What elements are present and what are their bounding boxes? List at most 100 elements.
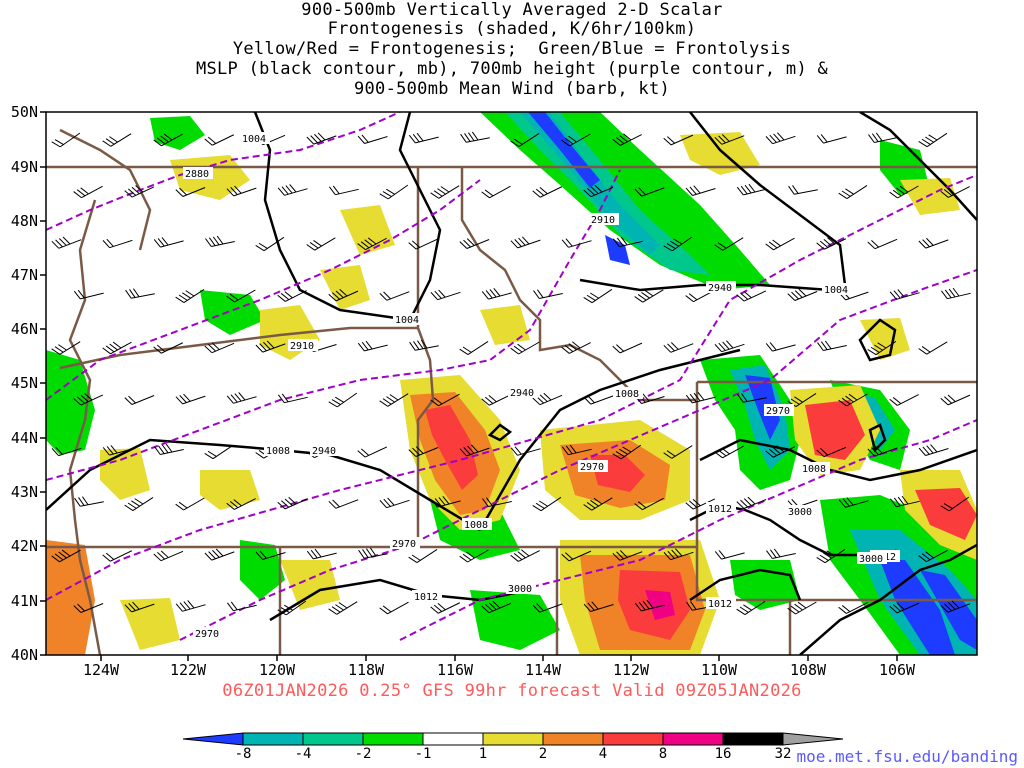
wind-barb	[583, 288, 613, 304]
wind-barb	[73, 185, 103, 199]
wind-barb	[634, 187, 665, 197]
wind-barb	[663, 445, 693, 459]
wind-barb	[918, 237, 949, 249]
wind-barb	[737, 393, 767, 403]
wind-barb	[714, 550, 745, 560]
wind-barb	[379, 291, 410, 301]
wind-barb	[430, 289, 461, 301]
wind-barb	[481, 288, 512, 300]
credit-link[interactable]: moe.met.fsu.edu/banding	[796, 747, 1018, 766]
border-id-mt	[460, 167, 697, 402]
wind-barb	[73, 289, 104, 300]
wind-barb	[51, 132, 81, 148]
wind-barb	[124, 601, 155, 613]
wind-barb	[663, 548, 694, 561]
wind-barb	[889, 289, 920, 300]
wind-barb	[816, 548, 846, 564]
height-label: 2940	[312, 446, 336, 457]
colorbar-bin	[662, 732, 724, 746]
wind-barb	[867, 340, 897, 356]
wind-barb	[379, 601, 409, 615]
colorbar-label: 4	[598, 746, 608, 762]
colorbar-label: 1	[478, 746, 488, 762]
colorbar-arrow-low	[182, 732, 244, 746]
wind-barb	[714, 237, 744, 251]
wind-barb	[175, 187, 206, 197]
lon-label: 106W	[878, 661, 916, 679]
shade-frontogenesis	[680, 132, 760, 175]
wind-barb	[277, 497, 308, 510]
wind-barb	[736, 601, 766, 615]
mslp-label: 1008	[464, 520, 488, 531]
wind-barb	[532, 496, 562, 512]
height-contour	[179, 269, 977, 641]
lat-label: 50N	[10, 103, 38, 121]
wind-barb	[408, 549, 438, 563]
axis-ticks	[40, 111, 898, 661]
height-label: 2970	[392, 539, 416, 550]
wind-barb	[510, 446, 541, 456]
shade-frontolysis	[240, 540, 285, 600]
wind-barb	[532, 186, 563, 198]
wind-barb	[918, 132, 948, 148]
wind-barb	[357, 237, 387, 251]
wind-barb	[102, 445, 133, 456]
wind-barb	[940, 287, 971, 300]
wind-barb	[634, 289, 664, 303]
wind-barb	[918, 444, 949, 456]
wind-barb	[765, 237, 795, 251]
wind-barb	[816, 237, 847, 250]
wind-barb	[175, 289, 205, 303]
wind-barb	[226, 392, 257, 404]
height-contour	[46, 179, 481, 401]
wind-barb	[510, 341, 540, 355]
wind-barb	[510, 133, 540, 147]
wind-barb	[612, 342, 643, 354]
forecast-valid-line: 06Z01JAN2026 0.25° GFS 99hr forecast Val…	[222, 681, 802, 701]
shade-frontogenesis	[805, 400, 865, 460]
mslp-label: 1004	[824, 285, 848, 296]
contour-labels: 1004 1004 1004 1008 1008 1008 1008 1012 …	[183, 132, 900, 640]
wind-barb	[409, 339, 439, 351]
wind-barb	[561, 133, 591, 147]
height-contour	[46, 169, 621, 481]
wind-barb	[125, 288, 155, 299]
mslp-labels: 1004 1004 1004 1008 1008 1008 1008 1012 …	[240, 132, 900, 610]
wind-barb	[787, 601, 817, 615]
wind-barb	[736, 496, 767, 509]
wind-barb	[868, 132, 898, 143]
wind-barb	[481, 394, 512, 406]
wind-barb	[612, 550, 643, 561]
wind-barb	[379, 184, 409, 200]
wind-barb	[481, 600, 512, 614]
height-label: 2970	[766, 406, 790, 417]
height-label: 2880	[185, 169, 209, 180]
wind-barb	[74, 496, 104, 507]
wind-barb	[765, 342, 796, 352]
height-label: 2940	[510, 388, 534, 399]
frontogenesis-shading	[46, 112, 977, 655]
lat-label: 45N	[10, 374, 38, 392]
lat-label: 40N	[10, 646, 38, 664]
wind-barb	[685, 185, 716, 196]
shade-frontogenesis	[280, 560, 340, 610]
height-label: 2910	[290, 341, 314, 352]
wind-barb	[204, 342, 235, 354]
wind-barb	[663, 236, 693, 252]
wind-barb	[204, 548, 235, 561]
wind-barb	[634, 599, 665, 612]
wind-barb	[889, 185, 919, 199]
mslp-label: 1012	[414, 592, 438, 603]
wind-barb	[838, 185, 868, 199]
height-label: 2970	[195, 629, 219, 640]
colorbar-bin	[422, 732, 484, 746]
wind-barbs	[51, 131, 971, 616]
lon-label: 108W	[789, 661, 827, 679]
wind-barb	[51, 549, 81, 563]
wind-barb	[73, 393, 104, 406]
mslp-label: 1008	[802, 464, 826, 475]
shade-frontolysis	[528, 112, 600, 188]
lat-label: 44N	[10, 429, 38, 447]
wind-barb	[766, 548, 796, 559]
height-labels: 2880 2910 2910 2940 2940 2940 2970 2970 …	[183, 167, 887, 640]
